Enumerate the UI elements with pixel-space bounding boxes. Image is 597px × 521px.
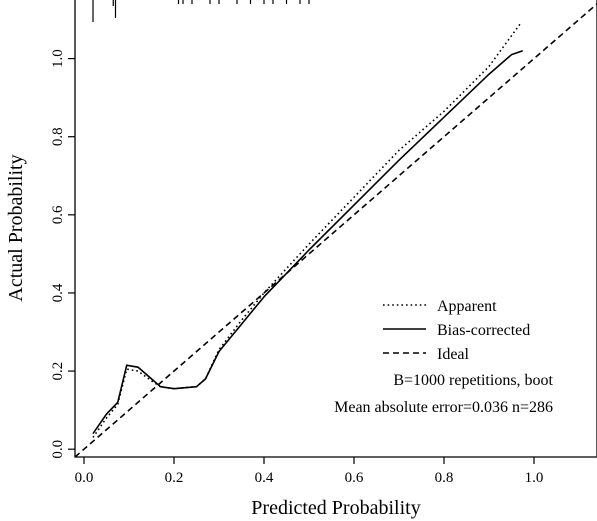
x-tick-label: 0.4 — [255, 470, 274, 486]
x-tick-label: 1.0 — [525, 470, 544, 486]
x-tick-label: 0.6 — [345, 470, 364, 486]
rug-marks — [92, 0, 310, 22]
series-lines — [75, 3, 597, 457]
y-tick-label: 0.0 — [50, 440, 66, 459]
y-tick-label: 0.6 — [50, 205, 66, 224]
y-tick-label: 1.0 — [50, 49, 66, 68]
series-line-ideal — [75, 3, 597, 457]
legend-label-ideal: Ideal — [437, 346, 470, 363]
series-line-bias-corrected — [92, 50, 524, 435]
legend-label-bias-corrected: Bias-corrected — [437, 322, 530, 339]
y-tick-label: 0.8 — [50, 127, 66, 146]
x-axis: 0.0 0.2 0.4 0.6 0.8 1.0 — [75, 457, 544, 486]
annotation-mean-error: Mean absolute error=0.036 n=286 — [334, 399, 553, 416]
x-tick-label: 0.2 — [165, 470, 184, 486]
y-axis: 0.0 0.2 0.4 0.6 0.8 1.0 — [50, 49, 75, 459]
plot-frame — [74, 0, 597, 458]
legend: Apparent Bias-corrected Ideal — [383, 298, 530, 363]
series-line-apparent — [92, 22, 522, 438]
y-axis-title: Actual Probability — [5, 154, 27, 301]
x-tick-label: 0.8 — [435, 470, 454, 486]
y-tick-label: 0.4 — [50, 283, 66, 302]
legend-label-apparent: Apparent — [437, 298, 497, 315]
x-axis-title: Predicted Probability — [251, 497, 420, 519]
x-tick-label: 0.0 — [75, 470, 94, 486]
y-tick-label: 0.2 — [50, 362, 66, 381]
annotation-repetitions: B=1000 repetitions, boot — [393, 372, 553, 389]
